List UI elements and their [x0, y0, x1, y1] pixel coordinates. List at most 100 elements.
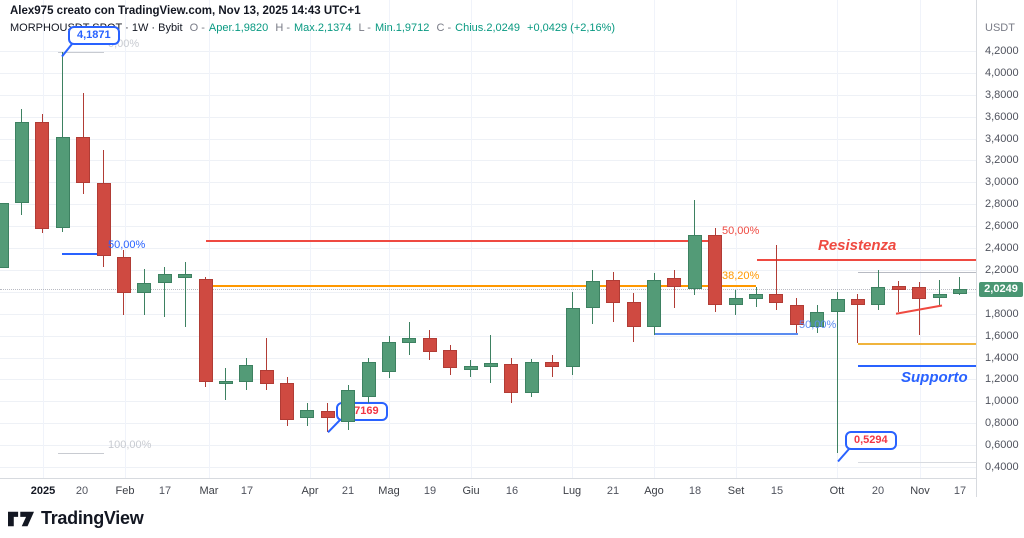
candle[interactable] — [606, 279, 621, 303]
h-gridline — [0, 138, 976, 140]
candle[interactable] — [422, 337, 437, 353]
candle[interactable] — [14, 122, 29, 204]
candle[interactable] — [585, 280, 600, 309]
candle[interactable] — [912, 287, 927, 300]
candle[interactable] — [667, 277, 682, 288]
open-value: Aper.1,9820 — [208, 22, 269, 34]
price-tick-label: 1,0000 — [985, 395, 1019, 408]
price-axis[interactable]: USDT 4,2000 4,0000 3,8000 3,6000 3,4000 3,200… — [976, 0, 1024, 497]
resistance-label[interactable]: Resistenza — [818, 237, 897, 254]
candle[interactable] — [239, 365, 254, 382]
candle[interactable] — [76, 137, 91, 184]
candle[interactable] — [810, 311, 825, 327]
candle-wick[interactable] — [327, 403, 329, 433]
candle[interactable] — [504, 364, 519, 393]
fib-level-label[interactable]: 38,20% — [722, 270, 760, 282]
fib-50-blue[interactable] — [654, 332, 798, 335]
support-label[interactable]: Supporto — [901, 369, 968, 386]
candle[interactable] — [524, 361, 539, 393]
high-callout[interactable]: 4,1871 — [68, 26, 120, 45]
time-tick-label: 17 — [240, 485, 254, 497]
fib-0-left[interactable] — [58, 52, 104, 54]
candle[interactable] — [218, 380, 233, 384]
candle[interactable] — [341, 390, 356, 423]
candle-wick[interactable] — [164, 266, 166, 317]
candle[interactable] — [55, 137, 70, 229]
candle-wick[interactable] — [775, 244, 777, 311]
candle[interactable] — [749, 294, 764, 300]
fib-level-label[interactable]: 50,00% — [722, 225, 760, 237]
candle[interactable] — [483, 362, 498, 368]
h-gridline — [0, 445, 976, 447]
fib-50-left[interactable] — [62, 252, 97, 255]
candle[interactable] — [96, 183, 111, 256]
candle[interactable] — [259, 369, 274, 384]
candle[interactable] — [361, 361, 376, 397]
candle[interactable] — [402, 337, 417, 344]
candle-wick[interactable] — [837, 291, 839, 453]
candle[interactable] — [137, 283, 152, 293]
candle-wick[interactable] — [184, 262, 186, 327]
candle[interactable] — [443, 349, 458, 369]
low-value: Min.1,9712 — [374, 22, 430, 34]
resistance-line[interactable] — [757, 258, 976, 261]
candle[interactable] — [647, 279, 662, 327]
candle[interactable] — [952, 289, 967, 294]
price-tick-label: 1,8000 — [985, 307, 1019, 320]
candle[interactable] — [728, 298, 743, 305]
candle[interactable] — [545, 361, 560, 368]
fib-50-main[interactable] — [206, 240, 722, 243]
tradingview-logo[interactable]: TradingView — [8, 508, 144, 529]
candle[interactable] — [565, 308, 580, 368]
candle[interactable] — [116, 256, 131, 293]
fib-level-label[interactable]: 50,00% — [108, 239, 146, 251]
candle[interactable] — [830, 299, 845, 312]
candle-wick[interactable] — [898, 280, 900, 312]
price-tick-label: 0,6000 — [985, 439, 1019, 452]
candle-wick[interactable] — [959, 276, 961, 295]
candle-wick[interactable] — [939, 279, 941, 305]
candle[interactable] — [0, 203, 9, 268]
candle[interactable] — [850, 299, 865, 305]
candle[interactable] — [708, 234, 723, 305]
candle[interactable] — [789, 304, 804, 325]
candle[interactable] — [891, 286, 906, 290]
fib-level-label[interactable]: 50,00% — [799, 319, 837, 331]
fib-level-label[interactable]: 100,00% — [108, 439, 152, 451]
candle-wick[interactable] — [673, 269, 675, 309]
candle[interactable] — [626, 301, 641, 327]
candle[interactable] — [157, 274, 172, 284]
open-label: O - — [189, 22, 205, 34]
fib-382-main[interactable] — [206, 285, 756, 288]
candle[interactable] — [687, 234, 702, 289]
low-callout-2[interactable]: 0,5294 — [845, 431, 897, 450]
support-line[interactable] — [858, 364, 976, 367]
candle[interactable] — [769, 294, 784, 303]
candle[interactable] — [300, 410, 315, 418]
candle[interactable] — [35, 122, 50, 230]
chart-pane[interactable]: 0,7169 0,00% 50,00% 100,00% 50,00% 38,20% 50,0… — [0, 0, 976, 478]
level-orange-right[interactable] — [858, 342, 976, 345]
candle[interactable] — [932, 294, 947, 299]
level-gray-upper[interactable] — [858, 272, 976, 274]
candle[interactable] — [871, 287, 886, 305]
candle[interactable] — [178, 274, 193, 278]
candle[interactable] — [198, 278, 213, 382]
price-tick-label: 3,0000 — [985, 176, 1019, 189]
candle[interactable] — [320, 411, 335, 418]
h-gridline — [0, 291, 976, 293]
candle[interactable] — [463, 366, 478, 370]
fib-100-left[interactable] — [58, 452, 104, 454]
candle-wick[interactable] — [857, 294, 859, 344]
level-gray-low[interactable] — [858, 461, 976, 463]
candle-wick[interactable] — [490, 334, 492, 383]
candle[interactable] — [382, 342, 396, 372]
candle[interactable] — [280, 382, 295, 420]
h-gridline — [0, 423, 976, 425]
time-tick-label: 21 — [341, 485, 355, 497]
candle-wick[interactable] — [266, 337, 268, 391]
time-axis[interactable]: 2025 20 Feb 17 Mar 17 Apr 21 Mag 19 Giu 16 Lug 21 Ago 1… — [0, 478, 1024, 501]
candle-wick[interactable] — [225, 368, 227, 401]
price-tick-label: 0,8000 — [985, 417, 1019, 430]
